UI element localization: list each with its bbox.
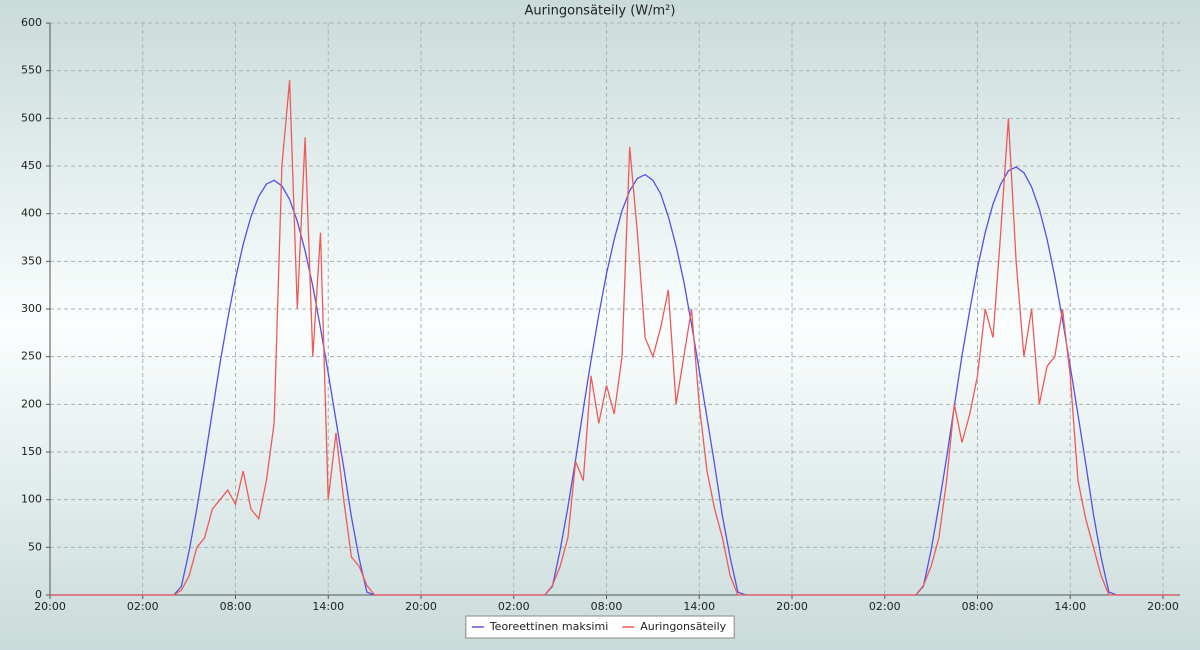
x-tick-label: 02:00 [127, 600, 159, 613]
x-tick-label: 14:00 [1054, 600, 1086, 613]
x-tick-label: 14:00 [683, 600, 715, 613]
y-tick-label: 0 [35, 588, 42, 601]
y-tick-label: 350 [21, 254, 42, 267]
x-tick-label: 20:00 [34, 600, 66, 613]
y-tick-label: 150 [21, 445, 42, 458]
y-tick-label: 400 [21, 207, 42, 220]
legend-box [465, 615, 735, 639]
x-tick-label: 08:00 [591, 600, 623, 613]
y-tick-label: 250 [21, 350, 42, 363]
y-tick-label: 200 [21, 397, 42, 410]
x-tick-label: 08:00 [962, 600, 994, 613]
series-line [50, 80, 1179, 596]
x-tick-label: 14:00 [312, 600, 344, 613]
x-tick-label: 02:00 [498, 600, 530, 613]
series-line [50, 166, 1179, 596]
y-tick-label: 550 [21, 64, 42, 77]
y-tick-label: 600 [21, 16, 42, 29]
y-tick-label: 100 [21, 493, 42, 506]
chart-title: Auringonsäteily (W/m²) [525, 4, 676, 19]
y-tick-label: 450 [21, 159, 42, 172]
x-tick-label: 20:00 [405, 600, 437, 613]
x-tick-label: 02:00 [869, 600, 901, 613]
legend-label: Auringonsäteily [640, 620, 726, 633]
x-tick-label: 20:00 [776, 600, 808, 613]
x-tick-label: 20:00 [1147, 600, 1179, 613]
y-tick-label: 500 [21, 111, 42, 124]
y-tick-label: 300 [21, 302, 42, 315]
legend-label: Teoreettinen maksimi [489, 620, 608, 633]
x-tick-label: 08:00 [220, 600, 252, 613]
legend: Teoreettinen maksimi Auringonsäteily [465, 615, 735, 639]
y-tick-label: 50 [28, 540, 42, 553]
